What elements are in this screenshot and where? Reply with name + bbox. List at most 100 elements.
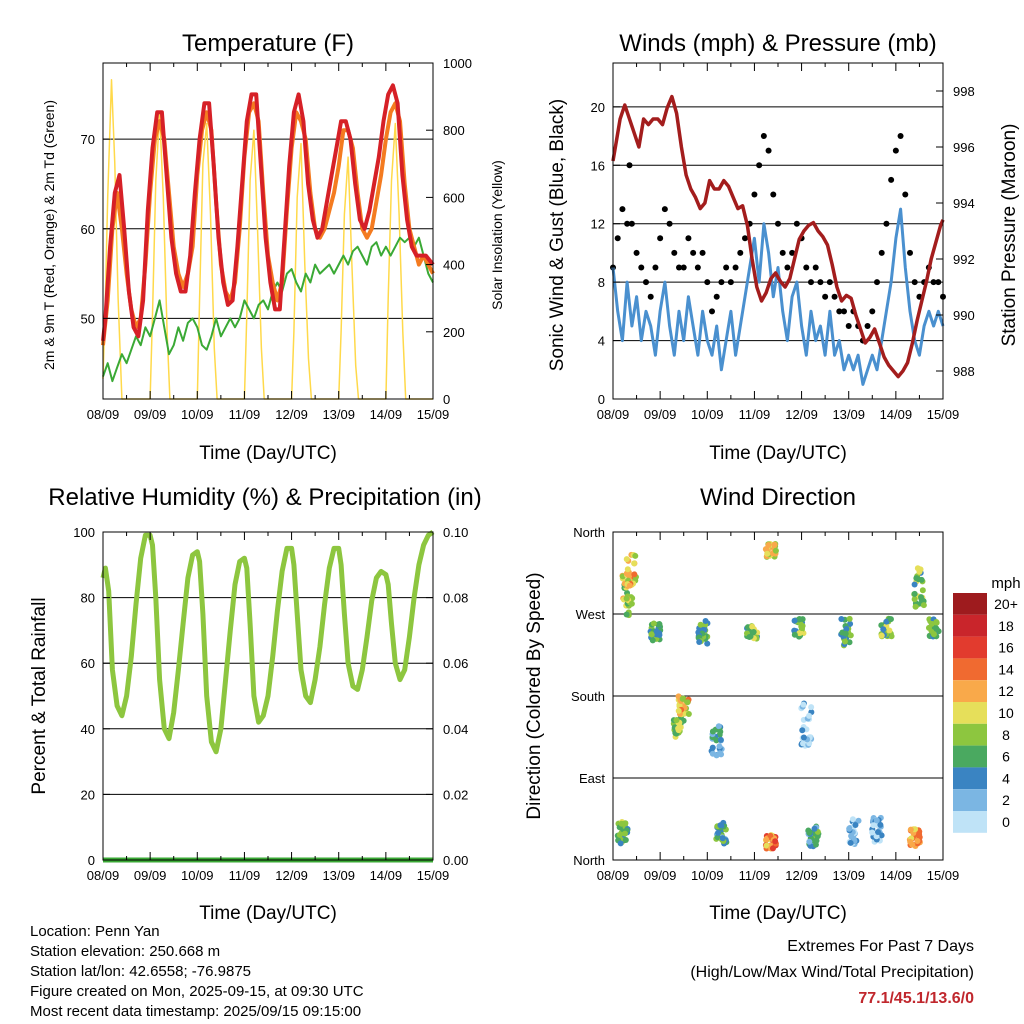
direction-point xyxy=(799,727,806,734)
gust-point xyxy=(784,264,791,271)
temperature-ylabel: 2m & 9m T (Red, Orange) & 2m Td (Green) xyxy=(41,100,57,370)
y-tick-label: 60 xyxy=(81,222,95,237)
legend-swatch xyxy=(953,614,987,637)
gust-point xyxy=(680,264,687,271)
temperature-title: Temperature (F) xyxy=(182,30,354,57)
gust-point xyxy=(907,249,913,256)
direction-point xyxy=(713,737,720,744)
direction-point xyxy=(930,631,937,638)
legend-swatch xyxy=(953,767,987,790)
humidity-panel: Relative Humidity (%) & Precipitation (i… xyxy=(29,484,482,924)
direction-point xyxy=(874,828,881,835)
direction-point xyxy=(880,626,887,633)
direction-point xyxy=(717,736,724,743)
x-tick-label: 13/09 xyxy=(322,407,355,422)
direction-point xyxy=(696,639,703,646)
x-tick-label: 09/09 xyxy=(134,868,167,883)
gust-point xyxy=(760,133,767,140)
temperature-panel: Temperature (F) Time (Day/UTC) 2m & 9m T… xyxy=(41,30,505,464)
x-tick-label: 10/09 xyxy=(691,868,724,883)
gust-point xyxy=(822,293,829,300)
x-tick-label: 11/09 xyxy=(739,868,771,883)
direction-point xyxy=(622,836,629,843)
direction-point xyxy=(791,631,798,638)
gust-point xyxy=(633,249,640,256)
direction-point xyxy=(717,728,724,735)
y-tick-label: 0 xyxy=(88,853,95,868)
direction-point xyxy=(811,825,818,832)
gust-point xyxy=(751,191,758,198)
gust-point xyxy=(628,220,635,227)
direction-point xyxy=(907,826,914,833)
y2-tick-label: 1000 xyxy=(443,56,472,71)
temperature-xlabel: Time (Day/UTC) xyxy=(199,443,337,464)
gust-point xyxy=(883,220,890,227)
y2-tick-label: 0.10 xyxy=(443,525,468,540)
y-tick-label: 4 xyxy=(598,334,605,349)
winddir-panel: Wind Direction Time (Day/UTC) Direction … xyxy=(524,484,1021,924)
direction-point xyxy=(800,734,807,741)
direction-point xyxy=(918,596,925,603)
legend-label: 20+ xyxy=(994,596,1018,612)
direction-point xyxy=(920,602,927,609)
y-tick-label: South xyxy=(571,689,605,704)
legend-swatch xyxy=(953,723,987,746)
legend-swatch xyxy=(953,811,987,833)
winds-panel: Winds (mph) & Pressure (mb) Time (Day/UT… xyxy=(547,30,1020,464)
legend-label: 16 xyxy=(998,640,1014,656)
y2-tick-label: 990 xyxy=(953,308,975,323)
direction-point xyxy=(631,571,638,578)
gust-point xyxy=(831,293,838,300)
gust-point xyxy=(647,293,654,300)
y2-tick-label: 0.04 xyxy=(443,722,468,737)
direction-point xyxy=(709,744,716,751)
legend-title: mph xyxy=(991,575,1020,592)
legend-label: 12 xyxy=(998,683,1014,699)
elevation-text: Station elevation: 250.668 m xyxy=(30,943,221,960)
direction-point xyxy=(907,838,914,845)
x-tick-label: 10/09 xyxy=(691,407,724,422)
direction-point xyxy=(617,840,624,847)
direction-point xyxy=(878,632,885,639)
direction-point xyxy=(626,572,633,579)
extremes-title: Extremes For Past 7 Days xyxy=(787,938,974,955)
direction-point xyxy=(841,638,848,645)
y-tick-label: 12 xyxy=(591,217,605,232)
gust-point xyxy=(789,249,796,256)
gust-point xyxy=(935,279,942,286)
direction-point xyxy=(675,727,682,734)
direction-point xyxy=(919,587,926,594)
x-tick-label: 12/09 xyxy=(785,868,818,883)
direction-point xyxy=(797,629,804,636)
direction-point xyxy=(764,550,771,557)
direction-point xyxy=(631,560,638,567)
y2-tick-label: 0.02 xyxy=(443,787,468,802)
direction-point xyxy=(685,710,692,717)
direction-point xyxy=(709,750,716,757)
direction-point xyxy=(846,825,853,832)
direction-point xyxy=(798,625,805,632)
direction-point xyxy=(717,822,724,829)
gust-point xyxy=(892,147,899,154)
x-tick-label: 11/09 xyxy=(739,407,771,422)
y-tick-label: 16 xyxy=(591,158,605,173)
direction-point xyxy=(648,631,655,638)
gust-point xyxy=(888,176,895,183)
gust-point xyxy=(878,249,885,256)
x-tick-label: 14/09 xyxy=(880,868,913,883)
gust-point xyxy=(930,279,937,286)
direction-point xyxy=(650,620,657,627)
direction-point xyxy=(715,829,722,836)
direction-point xyxy=(763,836,770,843)
gust-point xyxy=(699,249,706,256)
x-tick-label: 15/09 xyxy=(927,868,960,883)
humidity-title: Relative Humidity (%) & Precipitation (i… xyxy=(48,484,481,511)
legend-label: 18 xyxy=(998,618,1014,634)
station-info: Location: Penn Yan Station elevation: 25… xyxy=(30,922,364,1022)
winds-y2label: Station Pressure (Maroon) xyxy=(999,124,1020,347)
gust-point xyxy=(817,279,824,286)
y-tick-label: 70 xyxy=(81,132,95,147)
y-tick-label: 20 xyxy=(81,787,95,802)
legend-label: 0 xyxy=(1002,814,1010,830)
direction-point xyxy=(765,542,772,549)
